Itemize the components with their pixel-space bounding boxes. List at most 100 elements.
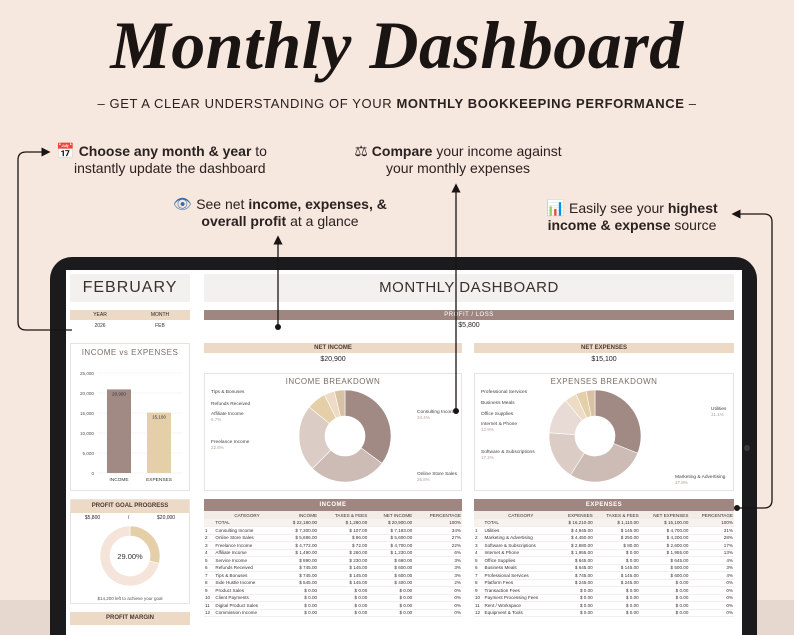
breakdown-label-text: Affiliate Income: [211, 412, 244, 417]
table-cell: [474, 519, 484, 527]
x-tick-label: INCOME: [109, 477, 128, 483]
callout-4-bold: highest: [667, 200, 718, 216]
table-cell: $ 145.00: [593, 526, 640, 535]
table-cell: $ 0.00: [318, 609, 369, 617]
table-cell: 17%: [689, 541, 734, 550]
table-cell: $ 16,210.00: [557, 519, 594, 527]
main-headline: Monthly Dashboard: [110, 7, 684, 83]
table-cell: Office Supplies: [483, 556, 558, 565]
table-row: 4 Affiliate Income $ 1,490.00 $ 260.00 $ 1,2…: [204, 549, 462, 557]
breakdown-label: Business Meals: [481, 401, 515, 406]
table-cell: $ 107.00: [318, 526, 369, 535]
breakdown-label-text: Online Store Sales: [417, 472, 457, 477]
arrow-highest-source-dot: [734, 505, 740, 511]
table-cell: $ 1,955.00: [639, 549, 690, 557]
table-cell: 28%: [689, 534, 734, 542]
table-row: 4 Internet & Phone $ 1,955.00 $ 0.00 $ 1,955…: [474, 549, 734, 557]
income-breakdown-panel: INCOME BREAKDOWN Consulting Income 34.4% O…: [204, 373, 462, 491]
breakdown-label: Utilities 31.1%: [711, 407, 726, 417]
breakdown-label: Freelance Income 22.8%: [211, 440, 249, 450]
table-cell: $ 545.00: [279, 579, 319, 587]
table-cell: $ 0.00: [593, 609, 640, 617]
breakdown-label: Consulting Income 34.4%: [417, 410, 457, 420]
year-month-selector[interactable]: 2026 FEB: [70, 321, 190, 331]
expenses-breakdown-title: EXPENSES BREAKDOWN: [550, 377, 658, 386]
profit-margin-title: PROFIT MARGIN: [70, 612, 190, 625]
profit-loss-value: $5,800: [458, 322, 480, 329]
table-cell: Refunds Received: [214, 564, 280, 572]
table-cell: Internet & Phone: [483, 549, 558, 557]
table-cell: 0%: [413, 594, 462, 602]
table-cell: $ 1,490.00: [279, 549, 319, 557]
table-row: 2 Online Store Sales $ 5,686.00 $ 86.00 $ 5,…: [204, 534, 462, 542]
profit-goal-current: $5,800: [84, 515, 101, 521]
table-cell: Affiliate Income: [214, 549, 280, 557]
table-cell: $ 0.00: [593, 594, 640, 602]
table-cell: 6: [474, 564, 484, 572]
x-tick-label: EXPENSES: [146, 477, 172, 483]
table-cell: $ 0.00: [639, 586, 690, 595]
table-cell: $ 15,100.00: [639, 519, 690, 527]
table-cell: $ 600.00: [368, 571, 414, 580]
breakdown-label-text: Utilities: [711, 407, 727, 412]
table-cell: 10: [204, 594, 215, 602]
net-expenses-value: $15,100: [591, 356, 617, 363]
table-cell: $ 0.00: [557, 609, 594, 617]
table-cell: 34%: [413, 526, 462, 535]
table-cell: Tips & Bonuses: [214, 571, 280, 580]
table-cell: 3%: [413, 556, 462, 565]
breakdown-label-pct: 22.8%: [211, 445, 224, 450]
column-header: PERCENTAGE: [413, 511, 462, 519]
table-cell: 4%: [689, 556, 734, 565]
table-cell: Freelance Income: [214, 541, 280, 550]
callout-compare: ⚖ Compare your income against your monthl…: [328, 143, 588, 177]
table-cell: 2: [474, 534, 484, 542]
breakdown-label: Affiliate Income 6.7%: [211, 412, 244, 422]
table-cell: $ 1,110.00: [593, 519, 640, 527]
table-row: 10 Payment Processing Fees $ 0.00 $ 0.00 $ 0…: [474, 594, 734, 602]
month-select[interactable]: FEB: [155, 323, 165, 329]
table-row: 9 Transaction Fees $ 0.00 $ 0.00 $ 0.00 0%: [474, 586, 734, 595]
month-label: MONTH: [150, 312, 170, 318]
table-cell: $ 745.00: [557, 571, 594, 580]
calendar-icon: 📅: [56, 143, 75, 160]
table-cell: $ 0.00: [557, 594, 594, 602]
income-breakdown-title: INCOME BREAKDOWN: [285, 377, 381, 386]
table-cell: $ 0.00: [279, 609, 319, 617]
table-row: 11 Digital Product Sales $ 0.00 $ 0.00 $ 0.0…: [204, 601, 462, 610]
table-cell: $ 145.00: [318, 571, 369, 580]
table-cell: $ 72.00: [318, 541, 369, 550]
year-select[interactable]: 2026: [94, 323, 106, 329]
table-cell: 11: [204, 601, 215, 610]
breakdown-label-text: Marketing & Advertising: [675, 475, 726, 480]
table-cell: 8: [474, 579, 484, 587]
expenses-breakdown-chart: [548, 389, 642, 483]
table-cell: 6%: [413, 549, 462, 557]
table-cell: 10: [474, 594, 484, 602]
breakdown-slice: [334, 389, 346, 417]
breakdown-label-text: Freelance Income: [211, 440, 250, 445]
table-cell: $ 745.00: [279, 571, 319, 580]
profit-goal-donut: 29.00%: [99, 525, 161, 587]
callout-2-bold: Compare: [371, 143, 433, 159]
breakdown-label-pct: 6.7%: [211, 417, 222, 422]
table-cell: Software & Subscriptions: [483, 541, 558, 550]
column-header: NET EXPENSES: [639, 511, 690, 519]
table-cell: $ 645.00: [557, 556, 594, 565]
table-cell: $ 0.00: [279, 586, 319, 595]
income-breakdown-chart: [298, 389, 392, 483]
expenses-table-panel: EXPENSES CATEGORY EXPENSES TAXES & FEES NET…: [474, 499, 734, 617]
callout-1-bold: Choose any month & year: [78, 143, 252, 159]
table-cell: $ 0.00: [557, 601, 594, 610]
tagline-post: –: [684, 96, 697, 111]
table-cell: $ 5,686.00: [279, 534, 319, 542]
bar-chart-icon: 📊: [546, 200, 566, 217]
callout-1-line2: instantly update the dashboard: [74, 160, 266, 176]
table-cell: $ 0.00: [279, 601, 319, 610]
table-cell: $ 145.00: [593, 571, 640, 580]
breakdown-label-text: Tips & Bonuses: [211, 390, 245, 395]
goal-slice: [99, 525, 160, 587]
bar-income: [107, 389, 131, 473]
expenses-table-title: EXPENSES: [474, 499, 734, 511]
